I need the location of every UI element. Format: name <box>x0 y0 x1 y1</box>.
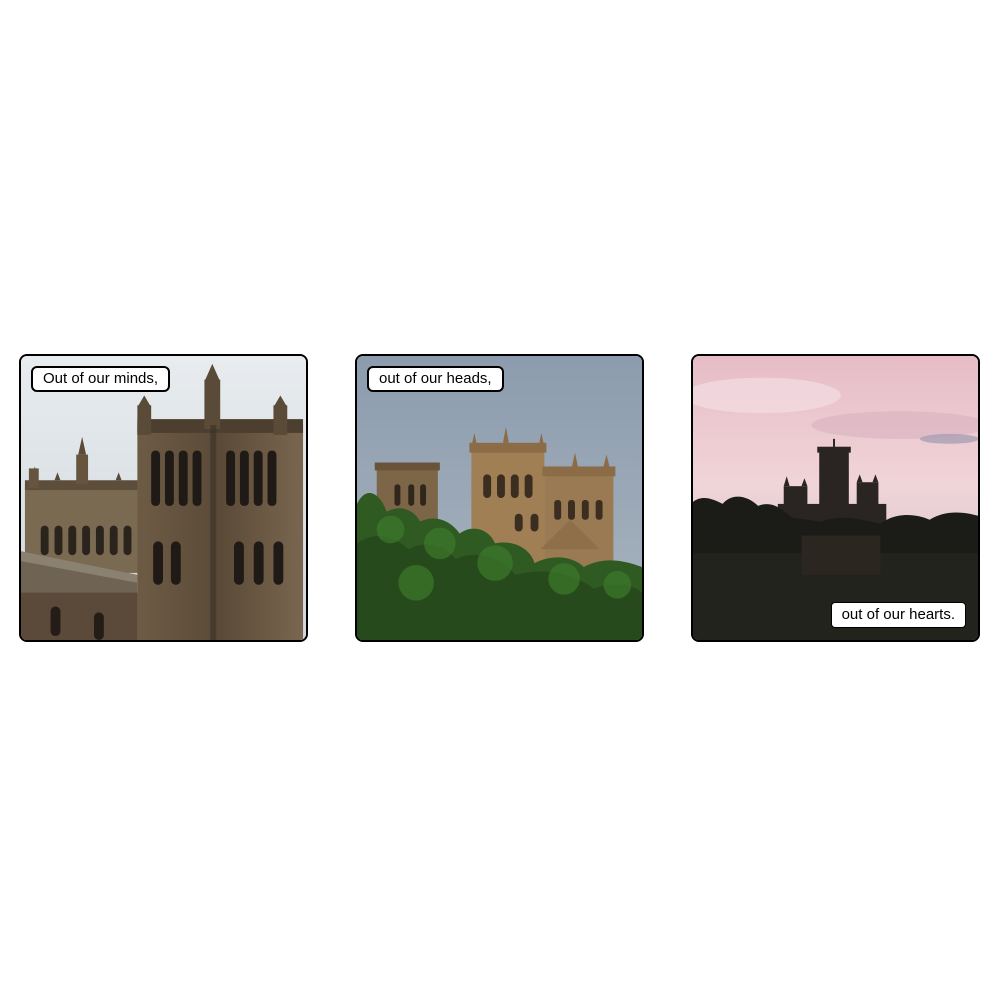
comic-panel-2: out of our heads, <box>355 354 644 642</box>
caption-box: out of our heads, <box>367 366 504 392</box>
cathedral-towers-photo <box>21 356 306 640</box>
cathedral-above-trees-photo <box>357 356 642 640</box>
cathedral-silhouette-dusk-photo <box>693 356 978 640</box>
comic-panel-1: Out of our minds, <box>19 354 308 642</box>
comic-panel-3: out of our hearts. <box>691 354 980 642</box>
caption-box: out of our hearts. <box>830 602 966 628</box>
caption-box: Out of our minds, <box>31 366 171 392</box>
